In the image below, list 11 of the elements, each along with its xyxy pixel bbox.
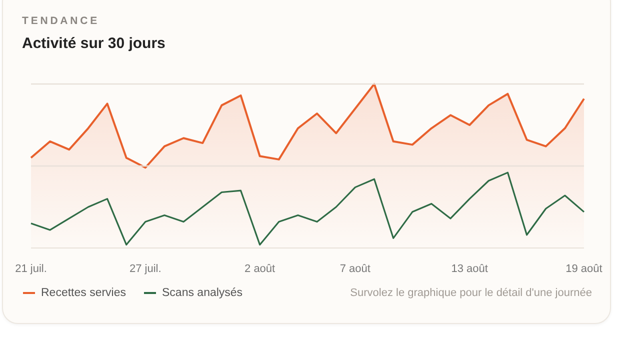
x-tick-label: 13 août [451, 262, 488, 275]
x-tick-label: 21 juil. [15, 262, 47, 275]
x-tick-label: 7 août [340, 262, 370, 275]
x-tick-label: 2 août [244, 262, 276, 275]
text: Survolez le graphique pour le détail d'une journée [350, 287, 592, 299]
x-tick-label: 19 août [566, 262, 602, 275]
legend-label: Scans analysés [162, 287, 243, 299]
legend-label: Recettes servies [41, 287, 126, 299]
chart-title: Activité sur 30 jours [22, 35, 166, 52]
x-tick-label: 27 juil. [130, 262, 162, 275]
chart-subtitle: TENDANCE [22, 15, 100, 27]
